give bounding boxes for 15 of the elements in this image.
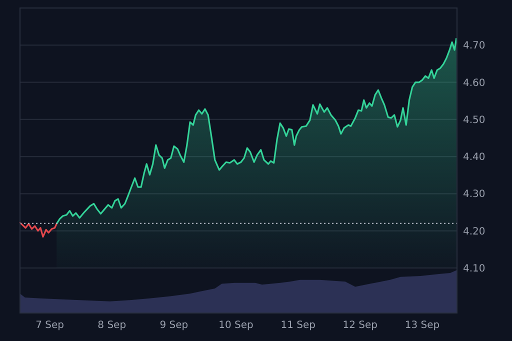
y-tick-label: 4.50 — [463, 114, 486, 126]
y-tick-label: 4.70 — [463, 40, 486, 52]
x-tick-label: 7 Sep — [36, 320, 64, 331]
y-tick-label: 4.40 — [463, 152, 486, 164]
x-tick-label: 13 Sep — [404, 320, 440, 331]
x-tick-label: 10 Sep — [218, 320, 254, 331]
x-tick-label: 9 Sep — [160, 320, 188, 331]
line-series — [19, 222, 58, 238]
y-tick-label: 4.30 — [463, 189, 486, 200]
y-tick-label: 4.10 — [463, 264, 486, 274]
y-tick-label: 4.20 — [463, 226, 486, 238]
x-tick-label: 11 Sep — [280, 320, 316, 331]
y-tick-label: 4.60 — [463, 78, 486, 89]
x-tick-label: 12 Sep — [342, 320, 378, 331]
x-tick-label: 8 Sep — [98, 320, 126, 331]
